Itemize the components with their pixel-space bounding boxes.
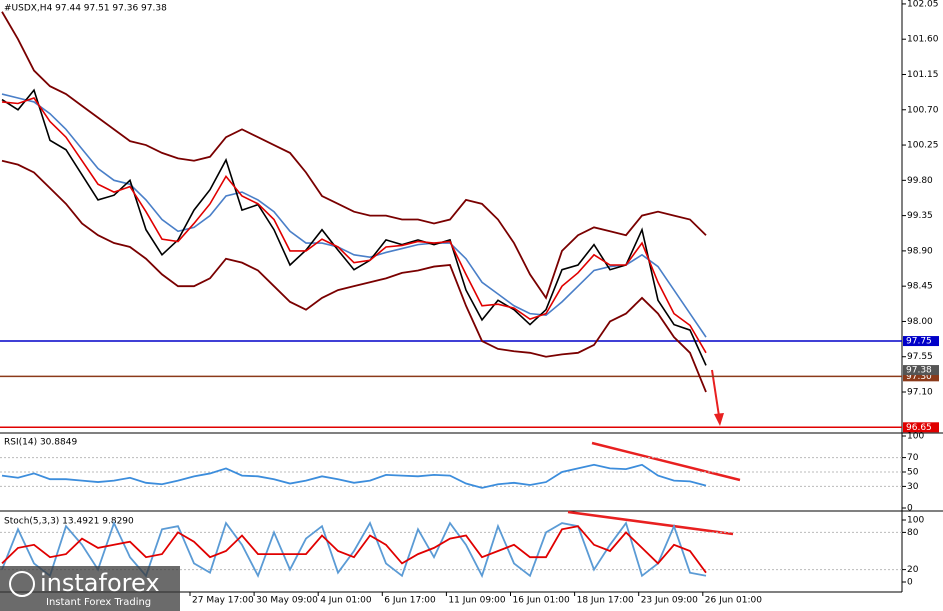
y-tick-label: 98.00 xyxy=(907,317,933,327)
series-line xyxy=(1,97,707,354)
y-tick-label: 101.60 xyxy=(907,35,939,45)
y-tick-label: 20 xyxy=(907,565,919,575)
y-tick-label: 97.10 xyxy=(907,388,933,398)
last-price-bg xyxy=(903,365,939,376)
x-tick-label: 30 May 09:00 xyxy=(256,596,318,606)
series-line xyxy=(1,520,707,579)
level-label-bg xyxy=(903,371,939,382)
watermark: instaforex Instant Forex Trading xyxy=(0,566,180,611)
rsi-trendline xyxy=(591,441,741,482)
x-tick-label: 11 Jun 09:00 xyxy=(448,596,505,606)
level-label-bg xyxy=(903,422,939,433)
watermark-tagline: Instant Forex Trading xyxy=(46,597,151,608)
y-tick-label: 100 xyxy=(907,432,924,442)
panel-title: #USDX,H4 97.44 97.51 97.36 97.38 xyxy=(4,4,167,14)
series-line xyxy=(1,159,707,393)
series-line xyxy=(1,11,707,300)
watermark-brand: instaforex xyxy=(40,569,160,597)
y-tick-label: 100.25 xyxy=(907,141,939,151)
y-tick-label: 101.15 xyxy=(907,70,939,80)
y-tick-label: 0 xyxy=(907,578,913,588)
y-tick-label: 99.80 xyxy=(907,176,933,186)
level-label: 97.75 xyxy=(906,337,932,347)
y-tick-label: 100.70 xyxy=(907,105,939,115)
last-price-label: 97.38 xyxy=(906,366,932,376)
panel-title: RSI(14) 30.8849 xyxy=(4,438,77,448)
y-tick-label: 102.05 xyxy=(907,0,939,9)
y-tick-label: 97.55 xyxy=(907,352,933,362)
series-line xyxy=(1,93,707,338)
stoch-trendline xyxy=(567,510,734,536)
x-tick-label: 16 Jun 01:00 xyxy=(513,596,570,606)
x-tick-label: 18 Jun 17:00 xyxy=(577,596,634,606)
y-tick-label: 99.35 xyxy=(907,211,933,221)
y-tick-label: 100 xyxy=(907,516,924,526)
x-tick-label: 27 May 17:00 xyxy=(192,596,254,606)
y-tick-label: 30 xyxy=(907,482,919,492)
y-tick-label: 98.45 xyxy=(907,282,933,292)
arrow-shaft xyxy=(711,369,720,417)
series-line xyxy=(1,463,707,489)
x-tick-label: 23 Jun 09:00 xyxy=(641,596,698,606)
arrow-head xyxy=(714,413,724,426)
y-tick-label: 70 xyxy=(907,453,919,463)
y-tick-label: 98.90 xyxy=(907,246,933,256)
y-tick-label: 80 xyxy=(907,528,919,538)
x-tick-label: 6 Jun 17:00 xyxy=(384,596,436,606)
level-label: 97.30 xyxy=(906,372,932,382)
series-line xyxy=(1,525,707,574)
x-tick-label: 4 Jun 01:00 xyxy=(320,596,372,606)
watermark-bg xyxy=(0,566,180,611)
y-tick-label: 0 xyxy=(907,504,913,514)
y-tick-label: 50 xyxy=(907,468,919,478)
x-tick-label: 26 Jun 01:00 xyxy=(705,596,762,606)
level-label-bg xyxy=(903,336,939,347)
watermark-logo xyxy=(9,571,35,597)
panel-title: Stoch(5,3,3) 13.4921 9.8290 xyxy=(4,517,134,527)
level-label: 96.65 xyxy=(906,423,932,433)
